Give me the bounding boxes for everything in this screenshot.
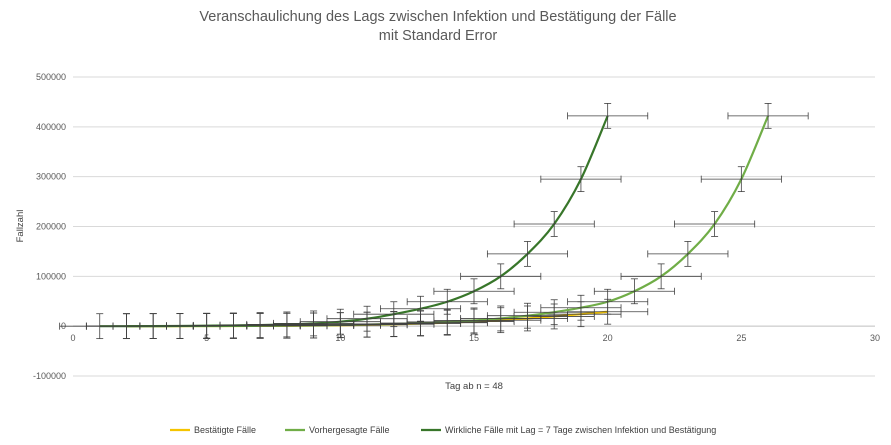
y-tick-label: 100000 — [36, 271, 66, 281]
y-tick-label: -100000 — [33, 371, 66, 381]
error-bar — [700, 166, 782, 193]
y-tick-label: 200000 — [36, 222, 66, 232]
error-bar — [326, 305, 408, 332]
x-tick-label: 10 — [335, 333, 345, 343]
error-bar — [273, 310, 355, 337]
y-tick-label: 300000 — [36, 172, 66, 182]
series-3 — [59, 103, 649, 340]
chart-title-line-2: mit Standard Error — [379, 28, 498, 44]
error-bar — [674, 211, 756, 237]
legend-item: Vorhergesagte Fälle — [285, 425, 390, 435]
error-bar — [486, 241, 568, 267]
y-tick-label: 400000 — [36, 122, 66, 132]
x-axis-label: Tag ab n = 48 — [445, 381, 503, 392]
legend-label: Wirkliche Fälle mit Lag = 7 Tage zwische… — [445, 425, 716, 435]
y-axis-label: Fallzahl — [15, 210, 26, 243]
error-bar — [567, 103, 649, 129]
chart-title-line-1: Veranschaulichung des Lags zwischen Infe… — [199, 9, 676, 25]
legend-label: Bestätigte Fälle — [194, 425, 256, 435]
legend-item: Wirkliche Fälle mit Lag = 7 Tage zwische… — [421, 425, 716, 435]
error-bar — [246, 311, 328, 338]
error-bars — [59, 103, 649, 340]
x-tick-label: 20 — [603, 333, 613, 343]
y-tick-label: 500000 — [36, 72, 66, 82]
series-layer — [59, 103, 809, 340]
error-bar — [460, 263, 542, 290]
x-axis-ticks: 051015202530 — [70, 333, 880, 343]
error-bar — [433, 307, 515, 334]
error-bar — [567, 288, 649, 315]
error-bar — [219, 312, 301, 338]
x-tick-label: 25 — [736, 333, 746, 343]
error-bar — [380, 295, 462, 322]
error-bar — [620, 263, 702, 290]
x-tick-label: 15 — [469, 333, 479, 343]
legend: Bestätigte Fälle Vorhergesagte Fälle Wirkl… — [170, 425, 716, 435]
error-bar — [727, 103, 809, 129]
x-tick-label: 30 — [870, 333, 880, 343]
legend-label: Vorhergesagte Fälle — [309, 425, 390, 435]
error-bar — [593, 278, 675, 305]
legend-item: Bestätigte Fälle — [170, 425, 256, 435]
error-bar — [540, 166, 622, 193]
error-bar — [513, 211, 595, 237]
error-bar — [460, 305, 542, 332]
error-bar — [433, 278, 515, 305]
series-line — [99, 115, 609, 328]
error-bar — [647, 241, 729, 267]
x-tick-label: 0 — [70, 333, 75, 343]
